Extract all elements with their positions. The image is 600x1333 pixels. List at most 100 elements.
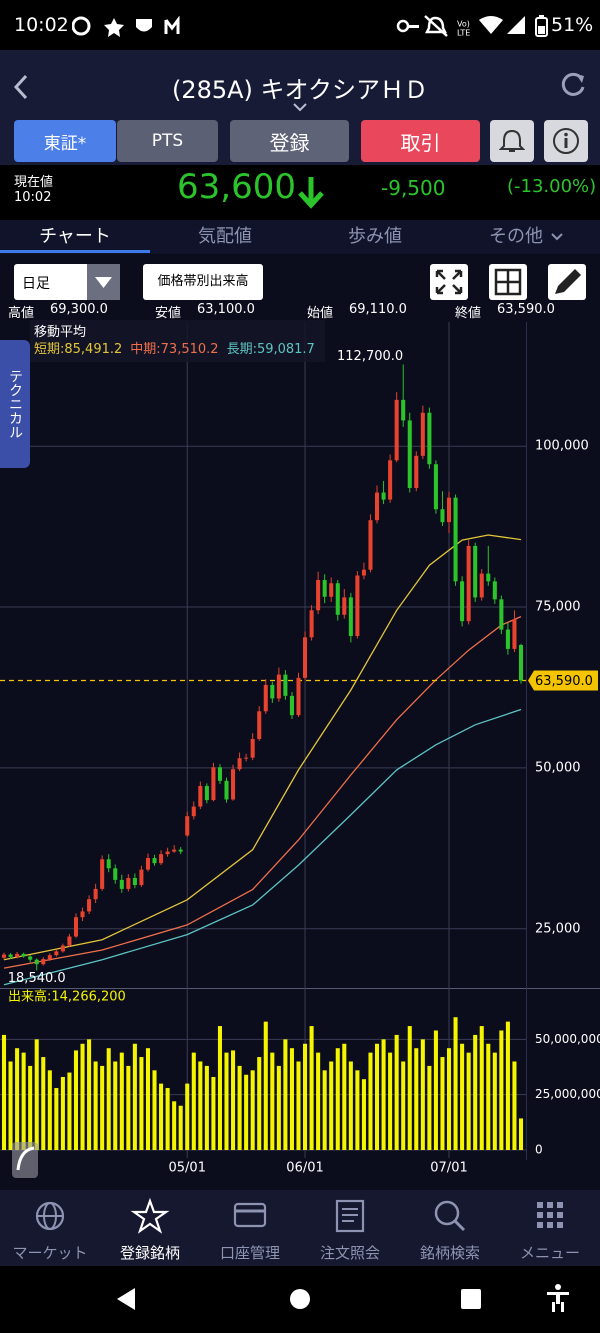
market-pts-button[interactable]: PTS: [117, 120, 218, 162]
volume-bar: [401, 1061, 406, 1150]
layout-button[interactable]: [489, 264, 527, 300]
tab-chevron: [551, 233, 563, 241]
accessibility-key[interactable]: [547, 1284, 569, 1312]
candle-body: [165, 851, 170, 855]
candle-body: [303, 637, 308, 678]
svg-text:Vo): Vo): [457, 20, 470, 29]
back-button[interactable]: [10, 72, 34, 102]
y-tick-label: 25,000: [535, 921, 581, 936]
volume-bar: [374, 1043, 380, 1150]
candle-body: [119, 879, 124, 889]
tab-other[interactable]: その他: [489, 226, 543, 247]
candle-body: [374, 492, 380, 521]
volume-bar: [335, 1048, 340, 1150]
candle-body: [420, 412, 425, 456]
volume-bar: [106, 1048, 111, 1150]
volume-title: 出来高:14,266,200: [8, 989, 126, 1005]
candle-body: [473, 545, 478, 598]
refresh-button[interactable]: [558, 70, 588, 100]
nav-watchlist[interactable]: 登録銘柄: [100, 1190, 200, 1266]
nav-menu[interactable]: メニュー: [500, 1190, 600, 1266]
y-tick-label: 75,000: [535, 600, 581, 615]
candle-body: [368, 520, 373, 570]
candle-body: [499, 599, 504, 630]
tab-chart[interactable]: チャート: [39, 226, 111, 247]
info-button[interactable]: [544, 120, 588, 162]
candle-body: [316, 580, 321, 611]
down-arrow: [298, 177, 324, 209]
volume-bar: [303, 1043, 308, 1150]
tab-board[interactable]: 気配値: [198, 226, 252, 247]
volume-bar: [446, 1048, 452, 1150]
bottom-nav: マーケット 登録銘柄 口座管理 注文照会 銘柄検索 メニュー: [0, 1190, 600, 1266]
y-tick-label: 100,000: [535, 439, 589, 454]
volume-bar: [34, 1039, 39, 1150]
candle-body: [80, 911, 85, 918]
draw-button[interactable]: [548, 264, 586, 300]
nav-account[interactable]: 口座管理: [200, 1190, 300, 1266]
y-tick-label: 50,000: [535, 760, 581, 775]
quote-panel: 現在値 10:02 63,600 -9,500 (-13.00%): [0, 165, 600, 220]
volume-bar: [342, 1043, 347, 1150]
volume-bar: [165, 1088, 170, 1150]
volume-bar: [427, 1065, 432, 1150]
nav-search[interactable]: 銘柄検索: [400, 1190, 500, 1266]
volume-bar: [276, 1065, 281, 1150]
volume-bar: [87, 1039, 92, 1150]
volume-bar: [466, 1052, 471, 1150]
volume-bar: [433, 1030, 438, 1150]
volume-bar: [414, 1048, 419, 1150]
volume-bar: [224, 1052, 229, 1150]
candle-body: [73, 917, 79, 937]
period-select[interactable]: 日足: [14, 264, 120, 300]
volume-bar: [204, 1065, 209, 1150]
volume-bar: [270, 1052, 275, 1150]
ma-legend: 移動平均 短期:85,491.2 中期:73,510.2 長期:59,081.7: [30, 320, 325, 362]
ohlc-value: 63,100.0: [197, 302, 255, 317]
volume-bar: [296, 1061, 301, 1150]
nav-market[interactable]: マーケット: [0, 1190, 100, 1266]
ohlc-label: 終値: [455, 306, 482, 321]
status-icons: [72, 16, 180, 37]
nav-orders[interactable]: 注文照会: [300, 1190, 400, 1266]
volume-bar: [21, 1052, 26, 1150]
volume-bar: [41, 1057, 46, 1150]
volume-bar: [486, 1043, 491, 1150]
candle-body: [152, 858, 157, 864]
candle-body: [159, 854, 164, 864]
chart-toggle-icon[interactable]: [12, 1140, 40, 1180]
candle-body: [492, 581, 497, 600]
register-button[interactable]: 登録: [230, 120, 349, 162]
candle-body: [100, 859, 105, 889]
volume-bar: [73, 1050, 79, 1150]
volume-bar: [237, 1065, 242, 1150]
stock-title[interactable]: (285A) キオクシアＨＤ: [171, 76, 429, 104]
recents-key[interactable]: [461, 1289, 481, 1309]
header: (285A) キオクシアＨＤ: [0, 50, 600, 120]
market-tse-button[interactable]: 東証*: [14, 120, 116, 162]
moving-average-line: [3, 616, 522, 969]
tab-ticks[interactable]: 歩み値: [348, 226, 402, 247]
fullscreen-button[interactable]: [430, 264, 468, 300]
volume-bar: [145, 1048, 151, 1150]
home-key[interactable]: [290, 1289, 310, 1309]
candle-body: [414, 455, 419, 489]
candle-body: [34, 959, 39, 965]
candle-body: [427, 412, 432, 465]
volume-bar: [1, 1034, 7, 1150]
ma-legend-values: 短期:85,491.2 中期:73,510.2 長期:59,081.7: [34, 338, 323, 357]
trade-button[interactable]: 取引: [361, 120, 480, 162]
status-bar: 10:02 Vo) LTE 51%: [0, 0, 600, 50]
candle-body: [407, 420, 412, 489]
candle-body: [198, 785, 203, 807]
volume-bar: [15, 1048, 20, 1150]
candle-body: [296, 677, 301, 716]
volume-profile-button[interactable]: 価格帯別出来高: [143, 264, 263, 300]
volume-bar: [355, 1070, 360, 1150]
candle-body: [394, 399, 399, 461]
chart-area: 25,000 50,000 75,000 100,000 0 25,000,000 50,0…: [0, 322, 600, 1176]
technical-tab[interactable]: テクニカル: [0, 340, 30, 468]
back-key[interactable]: [117, 1288, 135, 1310]
volume-bar: [420, 1039, 425, 1150]
alert-button[interactable]: [490, 120, 534, 162]
